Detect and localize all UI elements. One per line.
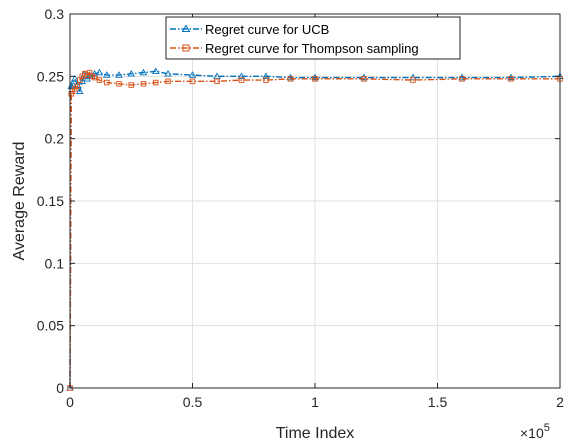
data-point-0 xyxy=(139,68,148,76)
y-tick-label: 0 xyxy=(56,380,64,396)
data-point-1 xyxy=(214,78,220,85)
y-axis-label: Average Reward xyxy=(11,142,28,261)
x-multiplier-base: ×10 xyxy=(520,425,544,441)
legend-label-thompson: Regret curve for Thompson sampling xyxy=(205,41,419,56)
data-point-0 xyxy=(262,72,270,79)
data-point-1 xyxy=(128,82,134,88)
data-point-1 xyxy=(116,81,122,87)
data-point-0 xyxy=(164,69,172,77)
data-point-0 xyxy=(76,87,84,94)
legend-entry-ucb: Regret curve for UCB xyxy=(170,22,329,37)
data-point-1 xyxy=(508,76,514,82)
data-point-0 xyxy=(458,73,466,81)
data-point-0 xyxy=(311,73,319,81)
series-line-0 xyxy=(69,70,561,389)
data-point-1 xyxy=(410,77,416,83)
data-point-0 xyxy=(237,72,246,79)
data-point-1 xyxy=(152,79,159,86)
data-point-1 xyxy=(96,77,103,83)
data-point-1 xyxy=(189,78,196,85)
legend: Regret curve for UCB Regret curve for Th… xyxy=(165,16,461,60)
y-tick-label: 0.15 xyxy=(37,193,64,209)
data-point-0 xyxy=(151,67,160,74)
y-tick-label: 0.2 xyxy=(45,131,65,147)
data-point-1 xyxy=(74,83,81,90)
x-multiplier-exp: 5 xyxy=(544,422,550,434)
data-point-1 xyxy=(459,76,465,82)
legend-label-ucb: Regret curve for UCB xyxy=(205,22,329,37)
data-point-1 xyxy=(238,77,245,83)
data-point-1 xyxy=(263,77,269,83)
data-point-0 xyxy=(286,73,295,81)
data-point-0 xyxy=(188,71,197,78)
data-point-1 xyxy=(287,76,294,82)
ticks: 0 0.5 1 1.5 2 0 0.05 0.1 0.15 0.2 0.25 0.3 xyxy=(37,6,564,410)
y-tick-label: 0.25 xyxy=(37,68,64,84)
legend-marker-thompson xyxy=(182,44,190,52)
x-tick-label: 2 xyxy=(556,394,564,410)
data-point-1 xyxy=(103,79,110,86)
x-tick-label: 0 xyxy=(66,394,74,410)
legend-entry-thompson: Regret curve for Thompson sampling xyxy=(170,41,419,56)
data-point-0 xyxy=(127,69,136,77)
x-tick-label: 1 xyxy=(311,394,319,410)
data-point-0 xyxy=(71,74,79,82)
data-point-0 xyxy=(507,73,515,81)
data-point-0 xyxy=(115,71,123,78)
y-tick-label: 0.1 xyxy=(45,255,65,271)
x-tick-label: 1.5 xyxy=(428,394,448,410)
y-tick-label: 0.3 xyxy=(45,6,65,22)
x-tick-label: 0.5 xyxy=(183,394,203,410)
data-point-0 xyxy=(102,71,111,78)
data-point-0 xyxy=(95,68,104,76)
series-group xyxy=(66,67,564,391)
y-tick-label: 0.05 xyxy=(37,318,64,334)
x-axis-label: Time Index xyxy=(276,425,355,441)
x-multiplier: ×105 xyxy=(520,422,550,441)
data-point-0 xyxy=(68,79,77,87)
data-point-1 xyxy=(165,78,171,85)
data-point-0 xyxy=(213,72,221,79)
data-point-1 xyxy=(312,76,318,82)
grid xyxy=(70,14,560,388)
data-point-0 xyxy=(360,73,368,81)
legend-box xyxy=(165,16,461,60)
data-point-1 xyxy=(361,76,367,82)
data-point-1 xyxy=(140,81,147,87)
legend-marker-ucb xyxy=(181,24,191,32)
